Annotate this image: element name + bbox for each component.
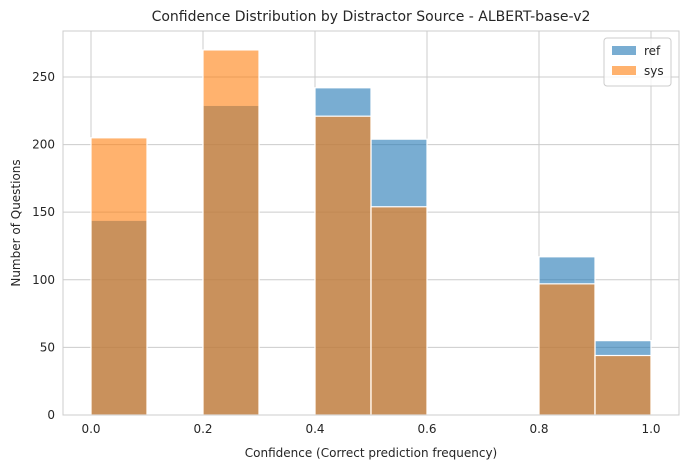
y-tick-label: 0 xyxy=(47,408,55,422)
x-tick-label: 0.8 xyxy=(529,422,548,436)
legend-swatch-sys xyxy=(612,66,636,75)
y-tick-label: 100 xyxy=(32,273,55,287)
legend-label-sys: sys xyxy=(644,64,664,78)
bar-sys xyxy=(594,354,652,416)
y-tick-labels: 0 50 100 150 200 250 xyxy=(32,70,55,422)
plot-area xyxy=(62,30,680,416)
plot-frame xyxy=(62,30,680,416)
x-tick-label: 0.4 xyxy=(305,422,324,436)
x-axis-label: Confidence (Correct prediction frequency… xyxy=(245,446,497,460)
bar-sys xyxy=(370,206,428,416)
legend: ref sys xyxy=(603,37,672,87)
x-tick-label: 0.6 xyxy=(417,422,436,436)
bar-sys xyxy=(202,49,260,416)
bars xyxy=(90,49,652,416)
x-tick-label: 0.2 xyxy=(193,422,212,436)
bar-sys xyxy=(538,283,596,416)
bar-sys xyxy=(90,137,148,416)
y-tick-label: 50 xyxy=(40,340,55,354)
x-tick-label: 1.0 xyxy=(641,422,660,436)
legend-label-ref: ref xyxy=(644,44,661,58)
bar-sys xyxy=(314,115,372,416)
y-tick-label: 150 xyxy=(32,205,55,219)
x-tick-label: 0.0 xyxy=(81,422,100,436)
x-tick-labels: 0.0 0.2 0.4 0.6 0.8 1.0 xyxy=(81,422,660,436)
legend-box xyxy=(603,37,672,87)
chart-title: Confidence Distribution by Distractor So… xyxy=(152,9,591,25)
y-axis-label: Number of Questions xyxy=(9,159,23,286)
legend-swatch-ref xyxy=(612,46,636,55)
y-tick-label: 200 xyxy=(32,138,55,152)
y-tick-label: 250 xyxy=(32,70,55,84)
